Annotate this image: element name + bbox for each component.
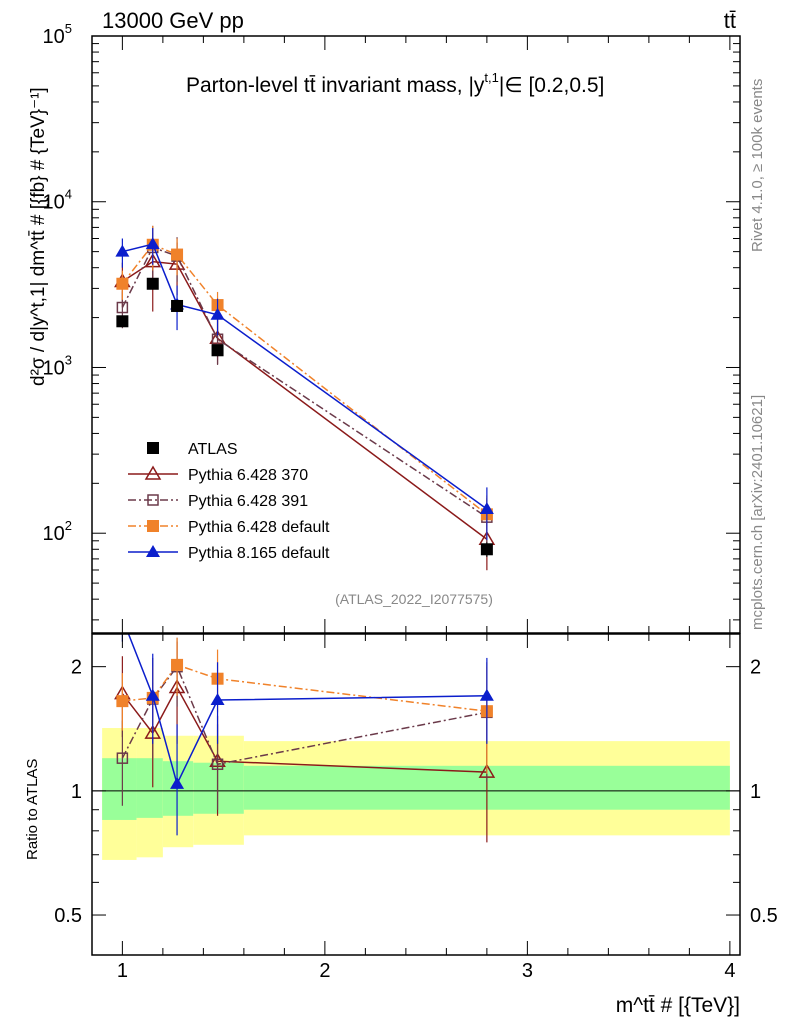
x-tick-label: 3 <box>522 960 533 982</box>
ratio-uncertainty-bands <box>92 728 740 860</box>
ratio-point <box>211 758 224 771</box>
main-frame <box>91 35 741 634</box>
x-tick-label: 2 <box>319 960 330 982</box>
ratio-point <box>145 688 160 701</box>
plot-title-main: Parton-level tt̄ invariant mass, |y <box>186 74 485 97</box>
legend-marker <box>146 545 160 557</box>
analysis-id: (ATLAS_2022_I2077575) <box>335 591 493 607</box>
y-tick-label: 105 <box>43 21 72 48</box>
series-point <box>171 248 184 261</box>
legend-marker <box>147 442 159 454</box>
plot-title: Parton-level tt̄ invariant mass, |yt,1|∈… <box>186 70 604 97</box>
x-tick-label: 1 <box>117 960 128 982</box>
legend-item: Pythia 6.428 370 <box>128 465 308 484</box>
data-point <box>116 315 129 328</box>
legend-label: ATLAS <box>188 441 238 458</box>
legend-label: Pythia 6.428 default <box>188 519 330 536</box>
ratio-frame <box>91 633 741 956</box>
legend-label: Pythia 8.165 default <box>188 545 330 562</box>
series-point <box>145 237 160 250</box>
series-point <box>116 277 129 290</box>
ratio-tick-label-right: 0.5 <box>750 905 778 927</box>
ratio-point <box>479 688 494 701</box>
legend-marker <box>147 494 159 506</box>
mcplots-label: mcplots.cern.ch [arXiv:2401.10621] <box>749 395 766 630</box>
series-point <box>115 244 130 257</box>
series-line <box>121 246 488 518</box>
series-point <box>479 501 494 514</box>
data-point <box>171 299 184 312</box>
plot-title-tail: |∈ [0.2,0.5] <box>499 74 604 97</box>
series-point <box>116 301 129 314</box>
ratio-tick-label-right: 2 <box>750 657 761 679</box>
y-tick-label: 104 <box>43 187 72 214</box>
data-point <box>146 277 159 290</box>
legend-marker <box>147 520 159 532</box>
legend-item: Pythia 6.428 391 <box>128 493 308 510</box>
legend-label: Pythia 6.428 391 <box>188 493 308 510</box>
ratio-point <box>116 695 129 708</box>
ratio-tick-label-left: 0.5 <box>54 905 82 927</box>
axes-layer: 102 103 104 105 0.5 0.5 1 1 2 2 1 2 3 4 <box>43 21 778 982</box>
ratio-series-3 <box>121 634 494 836</box>
ratio-tick-label-left: 2 <box>71 657 82 679</box>
ratio-line <box>121 665 488 766</box>
legend-item: Pythia 8.165 default <box>128 545 330 562</box>
legend: ATLAS Pythia 6.428 370 Pythia 6.428 391 Pyt… <box>128 441 330 562</box>
main-series-layer <box>114 225 496 571</box>
legend-item: Pythia 6.428 default <box>128 519 330 536</box>
y-tick-label: 102 <box>43 518 72 545</box>
band-inner <box>102 758 137 820</box>
y-axis-label-main: d²σ / d|y^t,1| dm^tt̄ # [{fb} # {TeV}⁻¹] <box>28 87 49 386</box>
ratio-tick-label-right: 1 <box>750 781 761 803</box>
legend-marker <box>144 465 162 480</box>
legend-item: ATLAS <box>147 441 238 458</box>
rivet-label: Rivet 4.1.0, ≥ 100k events <box>749 79 766 252</box>
ratio-point <box>170 776 185 789</box>
band-inner <box>136 758 163 818</box>
data-point <box>211 344 224 357</box>
plot-title-sup: t,1 <box>484 70 498 85</box>
x-axis-label: m^tt̄ # [{TeV}] <box>616 994 740 1017</box>
ratio-tick-label-left: 1 <box>71 781 82 803</box>
x-tick-label: 4 <box>724 960 735 982</box>
atlas-data <box>116 277 493 557</box>
band-inner <box>193 762 244 814</box>
series-point <box>210 307 225 320</box>
process-label: tt̄ <box>724 8 736 33</box>
ratio-series-layer <box>114 634 496 843</box>
ratio-point <box>116 752 129 764</box>
ratio-point <box>210 693 225 706</box>
legend-label: Pythia 6.428 370 <box>188 467 308 484</box>
y-axis-label-ratio: Ratio to ATLAS <box>24 759 41 860</box>
energy-label: 13000 GeV pp <box>102 8 244 33</box>
ratio-point <box>171 658 184 671</box>
y-tick-label: 103 <box>43 352 72 379</box>
data-point <box>480 543 493 556</box>
